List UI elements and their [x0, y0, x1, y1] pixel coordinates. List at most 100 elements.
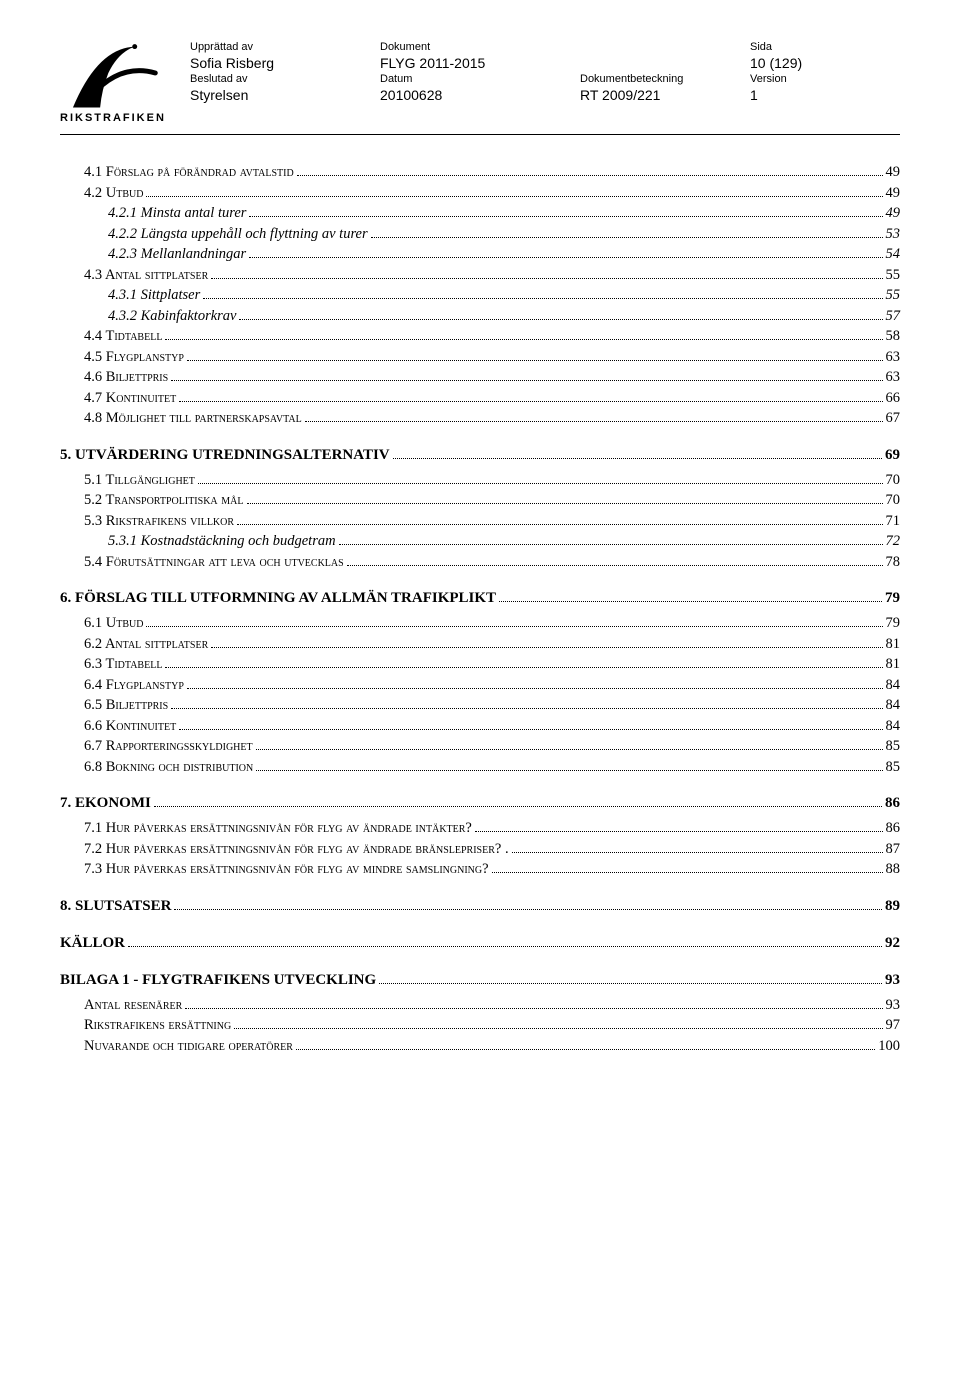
toc-entry-page: 86	[885, 796, 900, 811]
toc-entry: KÄLLOR92	[60, 936, 900, 951]
toc-entry: 4.5 Flygplanstyp63	[84, 350, 900, 365]
label-datum: Datum	[380, 72, 580, 86]
toc-entry-text: 6.5 Biljettpris	[84, 698, 168, 713]
toc-entry-text: 4.5 Flygplanstyp	[84, 350, 184, 365]
toc-entry-text: 6.3 Tidtabell	[84, 657, 162, 672]
toc-entry-page: 84	[886, 719, 901, 734]
toc-entry-page: 63	[886, 370, 901, 385]
toc-entry-page: 87	[886, 842, 901, 857]
toc-entry-text: 6. FÖRSLAG TILL UTFORMNING AV ALLMÄN TRA…	[60, 591, 496, 606]
toc-entry-text: 4.2.3 Mellanlandningar	[108, 247, 246, 262]
toc-leader-dots	[237, 524, 882, 525]
toc-entry-text: 4.1 Förslag på förändrad avtalstid	[84, 165, 294, 180]
toc-entry: 4.6 Biljettpris63	[84, 370, 900, 385]
toc-entry-page: 49	[886, 186, 901, 201]
toc-entry-text: 6.6 Kontinuitet	[84, 719, 176, 734]
toc-entry: Antal resenärer93	[84, 998, 900, 1013]
toc-leader-dots	[499, 601, 882, 602]
toc-leader-dots	[249, 257, 882, 258]
toc-entry-text: 7.2 Hur påverkas ersättningsnivån för fl…	[84, 842, 509, 857]
toc-leader-dots	[179, 729, 882, 730]
toc-entry-page: 92	[885, 936, 900, 951]
toc-entry-text: 5.3 Rikstrafikens villkor	[84, 514, 234, 529]
toc-entry-page: 49	[886, 165, 901, 180]
label-sida: Sida	[750, 40, 850, 54]
toc-entry: Rikstrafikens ersättning97	[84, 1018, 900, 1033]
toc-entry-page: 79	[885, 591, 900, 606]
toc-entry-text: 6.1 Utbud	[84, 616, 143, 631]
toc-entry: 4.2 Utbud 49	[84, 186, 900, 201]
toc-entry: 6.3 Tidtabell 81	[84, 657, 900, 672]
toc-entry-page: 69	[885, 448, 900, 463]
toc-leader-dots	[256, 749, 883, 750]
toc-entry-text: 5.1 Tillgänglighet	[84, 473, 195, 488]
toc-entry: 6.7 Rapporteringsskyldighet85	[84, 739, 900, 754]
toc-entry: BILAGA 1 - FLYGTRAFIKENS UTVECKLING93	[60, 973, 900, 988]
toc-entry-page: 57	[886, 309, 901, 324]
toc-leader-dots	[203, 298, 882, 299]
toc-entry-page: 58	[886, 329, 901, 344]
toc-entry: 5. UTVÄRDERING UTREDNINGSALTERNATIV 69	[60, 448, 900, 463]
toc-entry-text: 4.3 Antal sittplatser	[84, 268, 208, 283]
toc-leader-dots	[174, 909, 882, 910]
toc-leader-dots	[347, 565, 883, 566]
toc-entry-text: 4.4 Tidtabell	[84, 329, 162, 344]
toc-entry-text: 5.4 Förutsättningar att leva och utveckl…	[84, 555, 344, 570]
logo-text: RIKSTRAFIKEN	[60, 112, 190, 124]
toc-leader-dots	[512, 852, 883, 853]
toc-entry: 5.1 Tillgänglighet 70	[84, 473, 900, 488]
value-blank	[580, 54, 750, 72]
label-upprattad: Upprättad av	[190, 40, 380, 54]
toc-entry-text: 4.8 Möjlighet till partnerskapsavtal	[84, 411, 302, 426]
toc-entry: 7. EKONOMI86	[60, 796, 900, 811]
toc-entry: 7.3 Hur påverkas ersättningsnivån för fl…	[84, 862, 900, 877]
toc-entry: 5.2 Transportpolitiska mål70	[84, 493, 900, 508]
toc-entry: 4.8 Möjlighet till partnerskapsavtal 67	[84, 411, 900, 426]
toc-leader-dots	[339, 544, 883, 545]
toc-entry: 4.2.3 Mellanlandningar54	[108, 247, 900, 262]
toc-entry-page: 78	[886, 555, 901, 570]
toc-entry-text: 6.2 Antal sittplatser	[84, 637, 208, 652]
label-dokument: Dokument	[380, 40, 580, 54]
toc-entry: 4.3.1 Sittplatser55	[108, 288, 900, 303]
toc-leader-dots	[198, 483, 883, 484]
toc-entry-page: 67	[886, 411, 901, 426]
toc-entry-page: 93	[886, 998, 901, 1013]
value-upprattad: Sofia Risberg	[190, 54, 380, 72]
toc-leader-dots	[297, 175, 883, 176]
toc-leader-dots	[393, 458, 882, 459]
toc-entry-text: 4.2 Utbud	[84, 186, 143, 201]
toc-entry-text: 6.7 Rapporteringsskyldighet	[84, 739, 253, 754]
toc-entry-text: 7.1 Hur påverkas ersättningsnivån för fl…	[84, 821, 472, 836]
toc-entry-page: 85	[886, 760, 901, 775]
value-dokbet: RT 2009/221	[580, 86, 750, 104]
toc-leader-dots	[247, 503, 883, 504]
toc-entry: 7.2 Hur påverkas ersättningsnivån för fl…	[84, 842, 900, 857]
value-datum: 20100628	[380, 86, 580, 104]
toc-entry-text: 4.3.1 Sittplatser	[108, 288, 200, 303]
toc-entry: 4.3.2 Kabinfaktorkrav57	[108, 309, 900, 324]
toc-entry-text: 8. SLUTSATSER	[60, 899, 171, 914]
toc-leader-dots	[234, 1028, 882, 1029]
toc-entry-page: 93	[885, 973, 900, 988]
toc-entry: 6.8 Bokning och distribution85	[84, 760, 900, 775]
toc-entry-page: 70	[886, 473, 901, 488]
toc-entry-page: 81	[886, 657, 901, 672]
toc-entry: 7.1 Hur påverkas ersättningsnivån för fl…	[84, 821, 900, 836]
header-divider	[60, 134, 900, 135]
toc-entry: 5.3.1 Kostnadstäckning och budgetram72	[108, 534, 900, 549]
toc-entry-text: 5. UTVÄRDERING UTREDNINGSALTERNATIV	[60, 448, 390, 463]
header-meta-table: Upprättad av Dokument Sida Sofia Risberg…	[190, 40, 900, 104]
toc-entry-text: 4.2.1 Minsta antal turer	[108, 206, 246, 221]
label-dokbet: Dokumentbeteckning	[580, 72, 750, 86]
toc-entry: 6.6 Kontinuitet 84	[84, 719, 900, 734]
toc-entry: 6.2 Antal sittplatser81	[84, 637, 900, 652]
toc-entry-page: 100	[878, 1039, 900, 1054]
toc-leader-dots	[154, 806, 882, 807]
toc-entry-page: 84	[886, 678, 901, 693]
toc-entry-text: 5.2 Transportpolitiska mål	[84, 493, 244, 508]
toc-entry-text: 7.3 Hur påverkas ersättningsnivån för fl…	[84, 862, 489, 877]
toc-leader-dots	[187, 360, 883, 361]
toc-entry: 6.5 Biljettpris84	[84, 698, 900, 713]
toc-entry-page: 66	[886, 391, 901, 406]
